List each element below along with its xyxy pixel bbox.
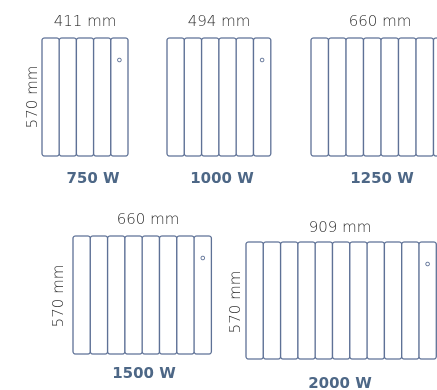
radiator-2000w-width-label: 909 mm: [309, 218, 372, 236]
radiator-750w-body-fin: [110, 37, 129, 157]
radiator-1000w-body-fin: [183, 37, 203, 157]
radiator-750w-power-label: 750 W: [66, 169, 120, 187]
radiator-2000w-body-fin: [245, 241, 264, 360]
radiator-1250w-body-fin: [327, 37, 347, 157]
radiator-2000w-body-fin: [262, 241, 282, 360]
radiator-1000w: 494 mm 1000 W: [166, 12, 272, 187]
radiator-1000w-width-label: 494 mm: [188, 12, 251, 30]
radiator-2000w-body-fin: [279, 241, 299, 360]
radiator-2000w-body-fin: [349, 241, 368, 360]
radiator-750w-width-label: 411 mm: [54, 12, 117, 30]
radiator-1000w-body-knob-icon: [259, 57, 265, 63]
radiator-2000w-body-fin: [297, 241, 316, 360]
radiator-2000w-body-fin: [418, 241, 437, 360]
radiator-1500w-body-fin: [193, 235, 213, 355]
radiator-1250w-body: [310, 37, 437, 157]
radiator-1500w-body-knob-icon: [200, 255, 206, 261]
radiator-2000w-body-fin: [331, 241, 351, 360]
radiator-2000w-body-fin: [366, 241, 386, 360]
radiator-2000w-height-label: 570 mm: [226, 271, 244, 334]
radiator-1500w: 660 mm 570 mm 1500 W: [49, 210, 213, 382]
radiator-1250w-power-label: 1250 W: [350, 169, 414, 187]
radiator-1250w-body-fin: [397, 37, 417, 157]
radiator-750w-height-label: 570 mm: [23, 66, 41, 129]
radiator-1000w-body-fin: [235, 37, 255, 157]
radiator-2000w: 909 mm 570 mm 2000 W: [226, 218, 437, 390]
radiator-750w-body-fin: [41, 37, 60, 157]
radiator-1500w-body-fin: [72, 235, 91, 355]
radiator-1500w-body: [72, 235, 213, 355]
radiator-750w-body-fin: [75, 37, 95, 157]
radiator-1250w: 660 mm 1250 W: [310, 12, 437, 187]
radiator-2000w-power-label: 2000 W: [308, 374, 372, 390]
radiator-1500w-body-fin: [141, 235, 161, 355]
radiator-1250w-body-fin: [432, 37, 437, 157]
radiator-1500w-body-fin: [176, 235, 195, 355]
radiator-1000w-power-label: 1000 W: [190, 169, 254, 187]
radiator-1250w-width-label: 660 mm: [349, 12, 412, 30]
radiator-1500w-body-fin: [106, 235, 126, 355]
radiator-1250w-body-fin: [362, 37, 382, 157]
radiator-1500w-body-fin: [124, 235, 143, 355]
radiator-1500w-height-label: 570 mm: [49, 265, 67, 328]
radiator-2000w-body-knob-icon: [425, 261, 430, 267]
radiator-1250w-body-fin: [345, 37, 365, 157]
radiator-1000w-body: [166, 37, 272, 157]
radiator-1500w-power-label: 1500 W: [112, 364, 176, 382]
radiator-750w: 411 mm 570 mm 750 W: [23, 12, 129, 187]
radiator-2000w-body-fin: [401, 241, 420, 360]
radiator-1500w-width-label: 660 mm: [117, 210, 180, 228]
radiator-2000w-body-fin: [383, 241, 403, 360]
radiator-1250w-body-fin: [380, 37, 400, 157]
radiator-2000w-body-fin: [314, 241, 334, 360]
radiator-750w-body: [41, 37, 129, 157]
radiator-1250w-body-fin: [310, 37, 330, 157]
radiator-750w-body-fin: [58, 37, 78, 157]
radiator-2000w-body: [245, 241, 437, 360]
radiator-750w-body-knob-icon: [117, 57, 122, 63]
radiator-1500w-body-fin: [158, 235, 178, 355]
radiator-1500w-body-fin: [89, 235, 109, 355]
radiator-750w-body-fin: [92, 37, 112, 157]
radiator-1000w-body-fin: [252, 37, 272, 157]
radiator-1250w-body-fin: [415, 37, 435, 157]
radiator-1000w-body-fin: [166, 37, 185, 157]
radiator-1000w-body-fin: [200, 37, 220, 157]
radiator-1000w-body-fin: [218, 37, 237, 157]
